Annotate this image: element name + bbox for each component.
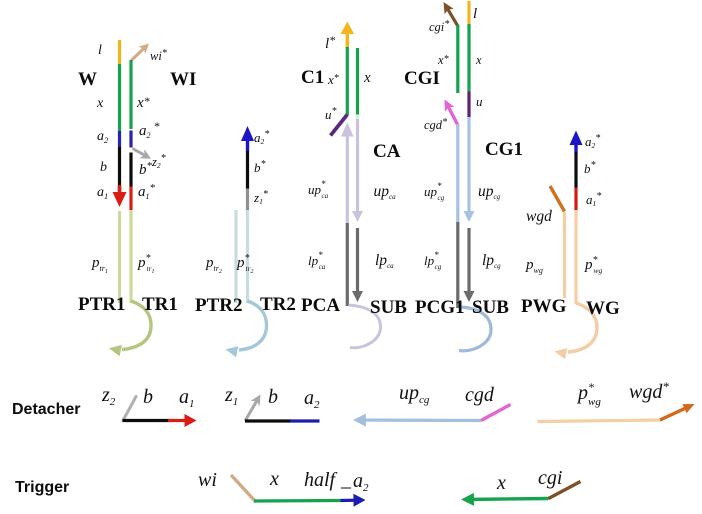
svg-text:W: W bbox=[78, 69, 97, 90]
svg-text:x: x bbox=[96, 96, 104, 111]
svg-text:l*: l* bbox=[325, 33, 335, 52]
svg-text:SUB: SUB bbox=[472, 297, 509, 318]
svg-text:l: l bbox=[473, 6, 477, 22]
svg-text:PTR2: PTR2 bbox=[195, 295, 243, 316]
svg-text:PWG: PWG bbox=[521, 296, 567, 317]
svg-text:half: half bbox=[304, 469, 338, 491]
svg-text:b*: b* bbox=[584, 160, 596, 176]
svg-text:_: _ bbox=[340, 469, 352, 491]
svg-text:x: x bbox=[496, 472, 506, 494]
svg-text:cgd: cgd bbox=[465, 384, 495, 406]
svg-text:x: x bbox=[475, 53, 482, 67]
svg-text:b: b bbox=[143, 386, 153, 408]
svg-text:CGI: CGI bbox=[404, 68, 440, 89]
svg-text:C1: C1 bbox=[301, 67, 324, 88]
svg-text:x*: x* bbox=[327, 72, 339, 87]
svg-text:TR1: TR1 bbox=[142, 294, 178, 315]
svg-text:TR2: TR2 bbox=[260, 294, 296, 315]
svg-text:PCG1: PCG1 bbox=[415, 297, 465, 318]
svg-text:a1: a1 bbox=[97, 185, 108, 201]
svg-text:u*: u* bbox=[325, 106, 337, 122]
svg-text:b: b bbox=[100, 160, 107, 175]
svg-text:SUB: SUB bbox=[370, 297, 407, 318]
svg-text:lp*ca: lp* ca bbox=[308, 250, 326, 271]
svg-text:l: l bbox=[98, 43, 102, 58]
svg-text:u: u bbox=[476, 94, 483, 109]
svg-text:CG1: CG1 bbox=[485, 139, 523, 160]
svg-text:Detacher: Detacher bbox=[12, 401, 80, 418]
svg-text:x: x bbox=[363, 70, 371, 86]
svg-text:x*: x* bbox=[437, 53, 449, 67]
svg-text:PTR1: PTR1 bbox=[78, 294, 126, 315]
svg-text:up*cg: up* cg bbox=[424, 181, 445, 202]
svg-text:WG: WG bbox=[586, 298, 620, 319]
svg-text:wi: wi bbox=[198, 469, 217, 491]
svg-text:cgd*: cgd* bbox=[424, 117, 447, 132]
svg-text:Trigger: Trigger bbox=[15, 479, 69, 496]
svg-text:p*tr2: p* tr2 bbox=[236, 253, 254, 275]
svg-text:WI: WI bbox=[170, 69, 196, 90]
svg-text:lp*cg: lp* cg bbox=[424, 250, 442, 271]
svg-text:up*ca: up* ca bbox=[308, 179, 329, 200]
svg-text:b: b bbox=[268, 386, 278, 408]
svg-text:CA: CA bbox=[373, 141, 401, 162]
svg-text:x: x bbox=[269, 468, 279, 490]
svg-text:cgi: cgi bbox=[538, 467, 562, 489]
svg-text:PCA: PCA bbox=[301, 295, 340, 316]
svg-text:p*tr1: p* tr1 bbox=[137, 253, 155, 275]
svg-text:wgd: wgd bbox=[526, 208, 552, 225]
svg-text:x*: x* bbox=[136, 94, 150, 111]
svg-text:b*: b* bbox=[254, 159, 266, 175]
svg-text:cgi*: cgi* bbox=[429, 19, 449, 34]
